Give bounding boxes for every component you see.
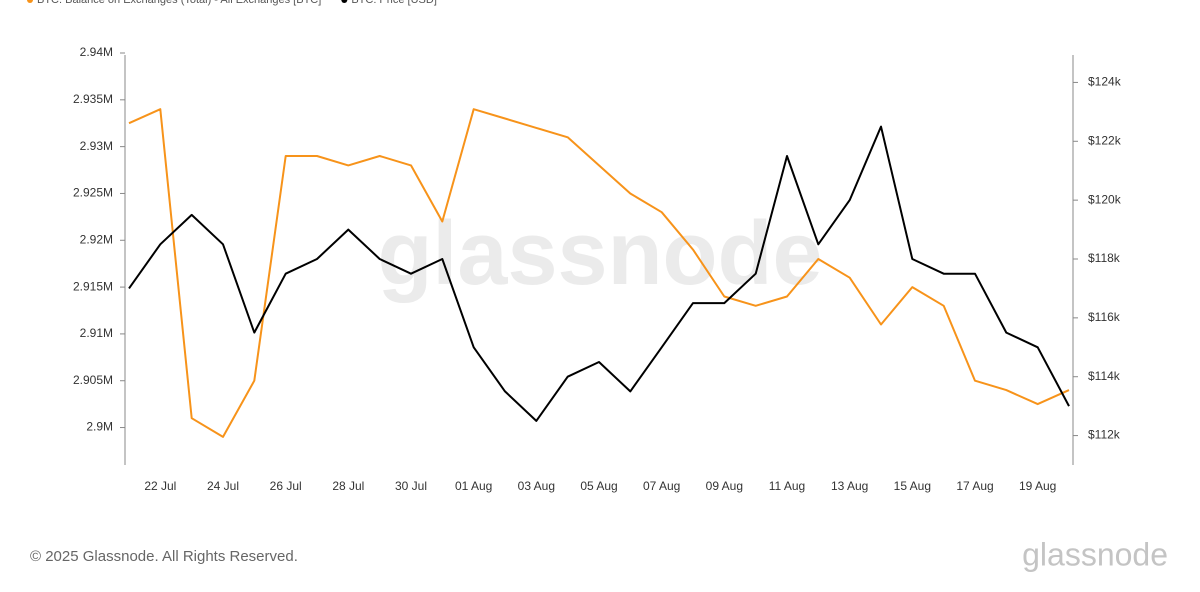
- x-tick-label: 30 Jul: [395, 479, 427, 493]
- footer: © 2025 Glassnode. All Rights Reserved.: [30, 548, 298, 565]
- series-line: [128, 125, 1070, 422]
- legend-marker: [27, 0, 33, 3]
- x-tick-label: 17 Aug: [956, 479, 993, 493]
- x-tick-label: 07 Aug: [643, 479, 680, 493]
- y-tick-label: 2.925M: [73, 186, 113, 200]
- y2-tick-label: $118k: [1088, 251, 1121, 265]
- y-tick-label: 2.9M: [86, 420, 113, 434]
- legend-marker: [341, 0, 348, 3]
- legend-label: BTC: Balance on Exchanges (Total) - All …: [37, 0, 321, 6]
- x-tick-label: 24 Jul: [207, 479, 239, 493]
- watermark: glassnode: [377, 204, 822, 304]
- x-tick-label: 28 Jul: [332, 479, 364, 493]
- y-tick-label: 2.94M: [80, 45, 113, 59]
- y-tick-label: 2.915M: [73, 279, 113, 293]
- x-tick-label: 09 Aug: [706, 479, 743, 493]
- x-tick-label: 05 Aug: [580, 479, 617, 493]
- y-tick-label: 2.92M: [80, 232, 113, 246]
- y2-tick-label: $122k: [1088, 133, 1122, 147]
- x-tick-label: 01 Aug: [455, 479, 492, 493]
- y-tick-label: 2.93M: [80, 139, 113, 153]
- y-tick-label: 2.935M: [73, 92, 113, 106]
- x-tick-label: 11 Aug: [769, 479, 805, 493]
- logo: glassnode: [1022, 536, 1168, 572]
- y2-tick-label: $120k: [1088, 192, 1122, 206]
- legend-label: BTC: Price [USD]: [351, 0, 437, 6]
- y-tick-label: 2.91M: [80, 326, 113, 340]
- series-line: [128, 108, 1070, 438]
- x-tick-label: 13 Aug: [831, 479, 868, 493]
- y2-tick-label: $114k: [1088, 369, 1121, 383]
- x-tick-label: 22 Jul: [144, 479, 176, 493]
- x-tick-label: 03 Aug: [518, 479, 555, 493]
- y2-tick-label: $124k: [1088, 75, 1122, 89]
- y-tick-label: 2.905M: [73, 373, 113, 387]
- y2-tick-label: $112k: [1088, 428, 1121, 442]
- x-tick-label: 15 Aug: [894, 479, 931, 493]
- x-tick-label: 19 Aug: [1019, 479, 1056, 493]
- x-tick-label: 26 Jul: [270, 479, 302, 493]
- y2-tick-label: $116k: [1088, 310, 1121, 324]
